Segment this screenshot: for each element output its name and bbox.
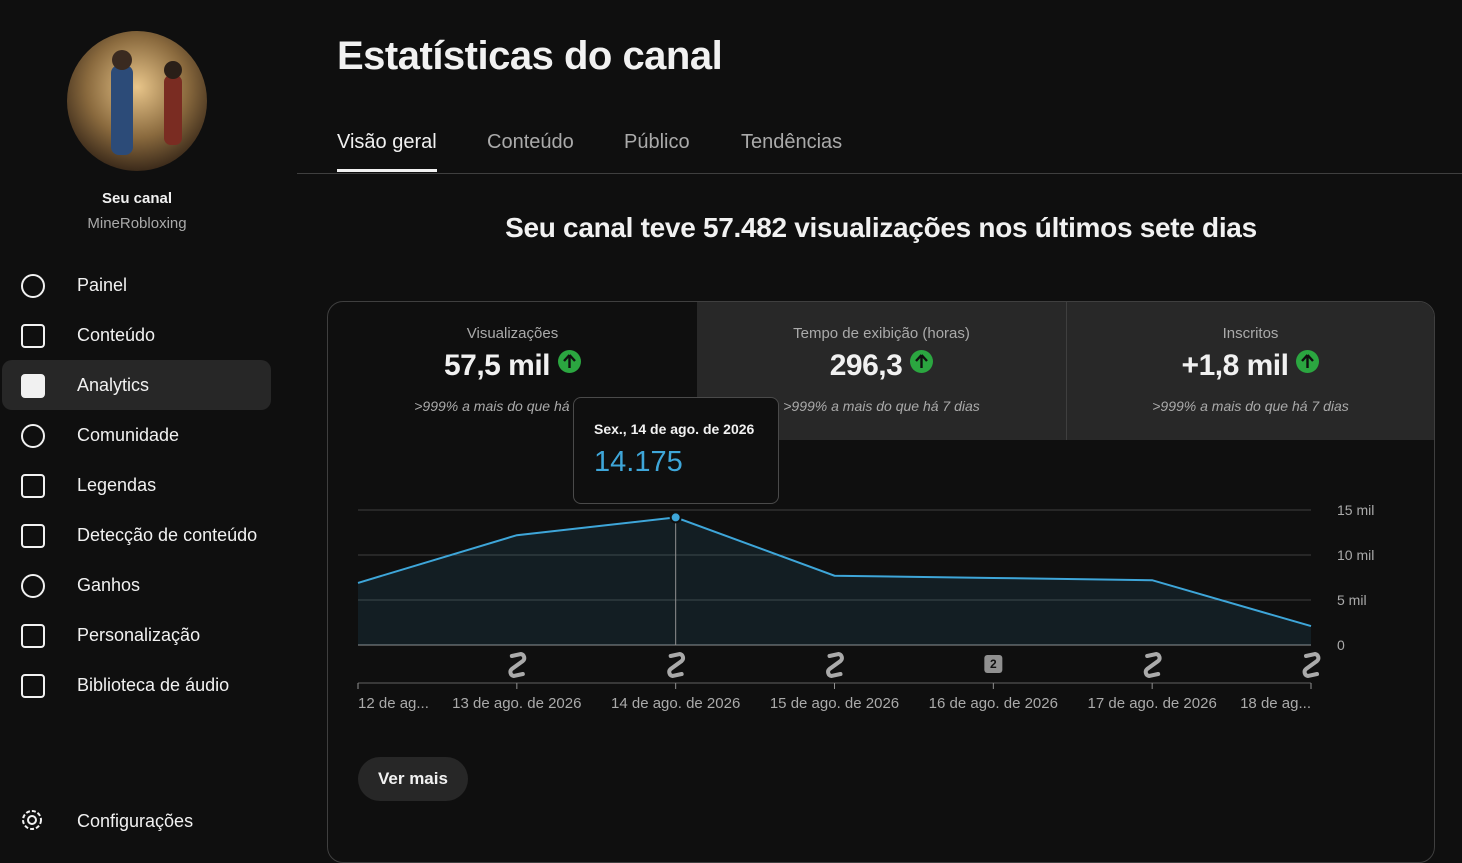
nav-icon (21, 574, 45, 598)
card-divider (1066, 302, 1067, 440)
see-more-button[interactable]: Ver mais (358, 757, 468, 801)
trend-up-icon (910, 350, 934, 373)
point (669, 511, 682, 524)
nav-label: Ganhos (77, 575, 141, 595)
trend-up-icon (1296, 350, 1320, 373)
nav-label: Conteúdo (77, 325, 156, 345)
tab[interactable]: Tendências (741, 131, 843, 153)
badge: 2 (990, 657, 997, 671)
avatar[interactable] (66, 30, 208, 172)
metric-value-row: 296,3 (697, 349, 1066, 383)
nav-icon (21, 474, 45, 498)
metric-value-row: +1,8 mil (1066, 349, 1435, 383)
nav-item[interactable]: Ganhos (2, 560, 271, 610)
tab[interactable]: Visão geral (337, 131, 437, 153)
shorts-icon (826, 651, 844, 679)
page-title: Estatísticas do canal (337, 34, 723, 78)
metric-note: >999% a mais do que há 7 dias (783, 398, 980, 414)
metric-note: >999% a mais do que há 7 dias (414, 398, 611, 414)
nav-item[interactable]: Personalização (2, 610, 271, 660)
nav-label: Personalização (77, 625, 201, 645)
nav-icon (21, 324, 45, 348)
nav-item[interactable]: Detecção de conteúdo (2, 510, 271, 560)
x-tick-label: 17 de ago. de 2026 (1088, 695, 1217, 712)
chart: 0 5 mil 10 mil 15 mil 12 de ag... 13 de ago. … (357, 502, 1374, 712)
badge-bg (984, 655, 1003, 673)
x-tick-label: 12 de ag... (358, 695, 429, 712)
shorts-icon (508, 651, 527, 679)
nav-label: Legendas (77, 475, 157, 495)
x-tick-label: 15 de ago. de 2026 (770, 695, 899, 712)
tab[interactable]: Público (624, 131, 690, 153)
area (358, 517, 1311, 645)
metric-card[interactable]: Visualizações 57,5 mil >999% a mais do que… (328, 302, 697, 440)
x-tick-label: 14 de ago. de 2026 (611, 695, 740, 712)
shorts-icon (1302, 651, 1321, 679)
metric-value: 296,3 (829, 349, 903, 382)
channel-name: MineRobloxing (87, 215, 187, 232)
nav-icon (21, 524, 45, 548)
tooltip: Sex., 14 de ago. de 2026 14.175 (573, 397, 779, 504)
y-tick-label: 10 mil (1337, 547, 1374, 563)
nav-label: Detecção de conteúdo (77, 525, 258, 545)
x-tick-label: 18 de ag... (1240, 695, 1311, 712)
tab-underline (337, 169, 437, 172)
nav-icon (21, 274, 45, 298)
y-tick-label: 15 mil (1337, 502, 1374, 518)
x-tick-label: 13 de ago. de 2026 (452, 695, 581, 712)
metric-card[interactable]: Inscritos +1,8 mil >999% a mais do que há … (1066, 302, 1435, 440)
nav-item[interactable]: Painel (2, 260, 271, 310)
metric-card[interactable]: Tempo de exibição (horas) 296,3 >999% a ma… (697, 302, 1066, 440)
line (357, 516, 1312, 628)
metric-value: +1,8 mil (1181, 349, 1289, 382)
channel-label: Seu canal (101, 190, 173, 207)
nav-icon (21, 424, 45, 448)
shorts-icon (1143, 651, 1162, 679)
nav-icon (21, 624, 45, 648)
sidebar: Seu canal MineRobloxing Painel Conteúdo An… (0, 0, 297, 831)
tabs-divider (297, 173, 1462, 174)
shorts-icon (667, 651, 686, 679)
nav-item[interactable]: Biblioteca de áudio (2, 660, 271, 710)
nav-icon (21, 374, 45, 398)
settings-link[interactable]: Configurações (77, 811, 194, 831)
nav-label: Analytics (77, 375, 150, 395)
nav-icon (21, 674, 45, 698)
nav-label: Painel (77, 275, 128, 295)
tooltip-date: Sex., 14 de ago. de 2026 (594, 421, 755, 437)
nav-item[interactable]: Conteúdo (2, 310, 271, 360)
tooltip-value: 14.175 (594, 446, 683, 478)
metric-label: Inscritos (1222, 325, 1279, 342)
metric-value: 57,5 mil (443, 349, 551, 382)
metric-value-row: 57,5 mil (328, 349, 697, 383)
x-tick-label: 16 de ago. de 2026 (929, 695, 1058, 712)
nav-item[interactable]: Analytics (2, 360, 271, 410)
nav-item[interactable]: Comunidade (2, 410, 271, 460)
y-tick-label: 0 (1337, 637, 1345, 653)
metric-label: Tempo de exibição (horas) (793, 325, 970, 342)
metric-note: >999% a mais do que há 7 dias (1152, 398, 1349, 414)
trend-up-icon (558, 350, 582, 373)
nav-label: Comunidade (77, 425, 180, 445)
tab[interactable]: Conteúdo (487, 131, 574, 153)
nav-label: Biblioteca de áudio (77, 675, 230, 695)
settings-icon (18, 806, 46, 839)
summary: Seu canal teve 57.482 visualizações nos … (505, 212, 1257, 243)
y-tick-label: 5 mil (1337, 592, 1367, 608)
nav-item[interactable]: Legendas (2, 460, 271, 510)
metric-label: Visualizações (466, 325, 559, 342)
